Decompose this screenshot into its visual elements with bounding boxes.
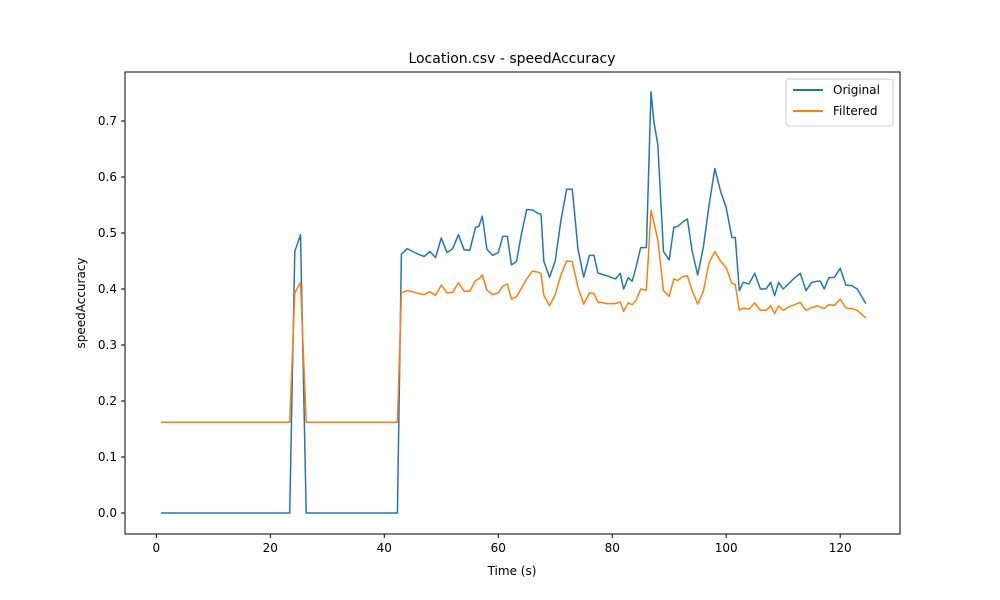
series-line-filtered <box>160 209 867 424</box>
x-tick-label: 40 <box>377 541 392 555</box>
y-tick-label: 0.6 <box>98 170 117 184</box>
y-tick-label: 0.1 <box>98 450 117 464</box>
x-tick-label: 20 <box>263 541 278 555</box>
x-tick-label: 60 <box>491 541 506 555</box>
y-tick-label: 0.4 <box>98 282 117 296</box>
x-axis-ticks: 0 20 40 60 80 100 120 <box>153 534 852 555</box>
series-line-original <box>160 91 867 514</box>
y-tick-label: 0.7 <box>98 114 117 128</box>
y-axis-label: speedAccuracy <box>74 257 88 348</box>
x-tick-label: 80 <box>605 541 620 555</box>
y-tick-label: 0.5 <box>98 226 117 240</box>
plot-frame <box>124 71 901 535</box>
chart-title: Location.csv - speedAccuracy <box>408 51 615 67</box>
x-axis-label: Time (s) <box>487 564 537 578</box>
legend-label-original: Original <box>833 83 880 97</box>
x-tick-label: 100 <box>715 541 738 555</box>
legend-label-filtered: Filtered <box>833 104 877 118</box>
y-tick-label: 0.0 <box>98 506 117 520</box>
y-tick-label: 0.2 <box>98 394 117 408</box>
x-tick-label: 0 <box>153 541 161 555</box>
x-tick-label: 120 <box>829 541 852 555</box>
legend: Original Filtered <box>785 78 894 127</box>
y-tick-label: 0.3 <box>98 338 117 352</box>
y-axis-ticks: 0.0 0.1 0.2 0.3 0.4 0.5 0.6 0.7 <box>98 114 125 520</box>
plot-lines <box>160 91 867 514</box>
